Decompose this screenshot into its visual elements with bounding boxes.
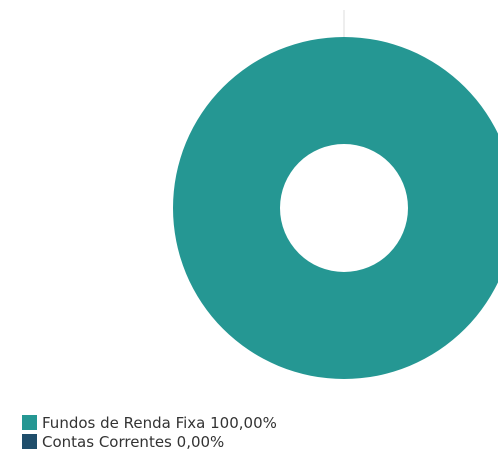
slice (173, 37, 498, 379)
legend-name: Fundos de Renda Fixa (42, 414, 205, 432)
legend-value: 100,00% (210, 414, 277, 432)
legend-value: 0,00% (177, 433, 225, 451)
legend-label: Contas Correntes 0,00% (42, 433, 224, 451)
legend-label: Fundos de Renda Fixa 100,00% (42, 414, 277, 432)
legend-name: Contas Correntes (42, 433, 172, 451)
legend-swatch (22, 434, 37, 449)
legend-swatch (22, 415, 37, 430)
